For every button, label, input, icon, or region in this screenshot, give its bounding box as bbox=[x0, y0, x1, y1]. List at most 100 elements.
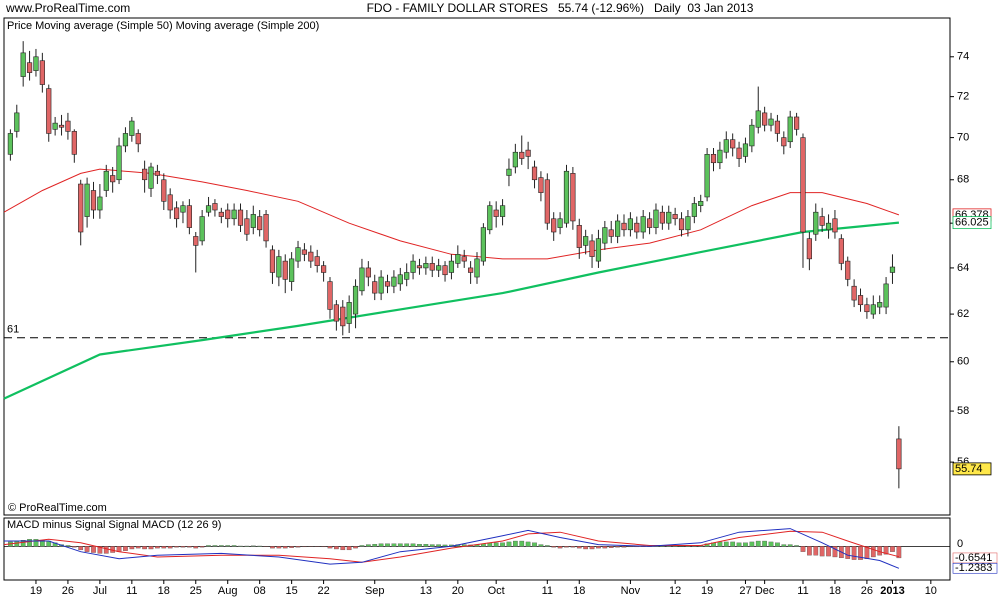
macd-panel bbox=[3, 517, 951, 581]
candle-body bbox=[653, 209, 659, 228]
candle-body bbox=[154, 170, 161, 176]
histogram-bar bbox=[800, 546, 806, 552]
candle-body bbox=[71, 131, 77, 155]
candle-body bbox=[7, 133, 13, 155]
candle-body bbox=[800, 137, 806, 233]
y-tick-label: 60 bbox=[957, 356, 969, 368]
candle-body bbox=[832, 218, 838, 233]
candle-body bbox=[384, 281, 391, 287]
reference-label: 61 bbox=[7, 324, 19, 336]
histogram-bar bbox=[870, 546, 876, 558]
histogram-bar bbox=[551, 546, 557, 548]
candle-body bbox=[429, 263, 435, 271]
candle-body bbox=[883, 283, 889, 308]
candle-body bbox=[749, 124, 755, 147]
candle-body bbox=[116, 145, 122, 181]
value-tag-box bbox=[952, 552, 998, 564]
histogram-bar bbox=[346, 546, 352, 551]
value-tag-box bbox=[952, 562, 998, 574]
candle-body bbox=[257, 216, 263, 231]
histogram-bar bbox=[148, 546, 154, 550]
candle-body bbox=[423, 263, 429, 269]
histogram-bar bbox=[129, 546, 135, 550]
histogram-bar bbox=[161, 546, 167, 549]
histogram-bar bbox=[180, 546, 186, 548]
histogram-bar bbox=[736, 542, 742, 547]
candle-body bbox=[33, 56, 39, 71]
legend-entry: Price bbox=[7, 20, 32, 32]
candle-body bbox=[570, 173, 576, 222]
y-tick-label: 62 bbox=[957, 308, 969, 320]
histogram-bar bbox=[685, 545, 691, 547]
value-tag: -0.6541 bbox=[955, 552, 992, 564]
histogram-bar bbox=[327, 546, 333, 549]
candle-body bbox=[717, 149, 723, 164]
candle-body bbox=[372, 281, 378, 294]
candle-body bbox=[244, 218, 250, 235]
candle-body bbox=[525, 149, 531, 157]
x-tick-label: 18 bbox=[158, 585, 170, 597]
candle-body bbox=[20, 52, 26, 77]
source: www.ProRealTime.com bbox=[5, 1, 130, 15]
histogram-bar bbox=[212, 545, 218, 547]
candle-body bbox=[148, 166, 154, 189]
value-tag: -1.2383 bbox=[955, 562, 992, 574]
candle-body bbox=[723, 139, 729, 153]
histogram-bar bbox=[276, 546, 282, 549]
histogram-bar bbox=[442, 544, 448, 547]
candle-body bbox=[557, 218, 563, 228]
histogram-bar bbox=[890, 546, 895, 552]
histogram-bar bbox=[544, 545, 550, 547]
macd-line bbox=[3, 530, 900, 563]
candle-body bbox=[365, 267, 371, 278]
y-tick-label: 68 bbox=[957, 174, 969, 186]
histogram-bar bbox=[525, 541, 531, 547]
candle-body bbox=[97, 196, 103, 211]
histogram-bar bbox=[65, 545, 71, 547]
candle-body bbox=[474, 258, 480, 278]
histogram-bar bbox=[225, 545, 231, 547]
histogram-bar bbox=[596, 546, 601, 549]
price-tag: 55.74 bbox=[955, 463, 983, 475]
x-tick-label: 18 bbox=[829, 585, 841, 597]
histogram-bar bbox=[244, 545, 250, 547]
x-tick-label: Sep bbox=[365, 585, 385, 597]
candle-body bbox=[46, 88, 52, 134]
candle-body bbox=[404, 272, 410, 280]
candle-body bbox=[646, 218, 653, 228]
y-tick-label: 72 bbox=[957, 91, 969, 103]
candle-body bbox=[333, 304, 339, 322]
candle-body bbox=[544, 179, 550, 224]
candle-body bbox=[704, 154, 710, 198]
candle-body bbox=[602, 227, 608, 244]
histogram-bar bbox=[167, 546, 173, 549]
histogram-bar bbox=[660, 545, 665, 547]
histogram-bar bbox=[282, 546, 288, 549]
candle-body bbox=[410, 260, 416, 273]
histogram-bar bbox=[314, 546, 320, 547]
macd-line bbox=[4, 528, 900, 569]
candle-body bbox=[889, 266, 896, 273]
candle-body bbox=[864, 304, 870, 313]
candle-body bbox=[825, 222, 832, 231]
histogram-bar bbox=[615, 546, 620, 548]
histogram-bar bbox=[429, 544, 435, 547]
histogram-bar bbox=[500, 542, 505, 547]
candle-body bbox=[301, 249, 308, 255]
candle-body bbox=[583, 236, 589, 246]
legend-entry: MACD (12 26 9) bbox=[142, 519, 221, 531]
candle-body bbox=[289, 258, 295, 282]
candle-body bbox=[615, 220, 621, 237]
ma-tag-box bbox=[952, 216, 992, 230]
price-tag-box bbox=[952, 462, 992, 476]
histogram-bar bbox=[250, 545, 256, 547]
candle-body bbox=[212, 203, 218, 211]
histogram-bar bbox=[570, 546, 576, 548]
histogram-bar bbox=[679, 546, 684, 547]
histogram-bar bbox=[238, 545, 243, 547]
y-tick-label: 58 bbox=[957, 405, 969, 417]
histogram-bar bbox=[302, 546, 307, 548]
histogram-bar bbox=[845, 546, 851, 559]
histogram-bar bbox=[321, 546, 326, 548]
candle-body bbox=[736, 147, 742, 159]
